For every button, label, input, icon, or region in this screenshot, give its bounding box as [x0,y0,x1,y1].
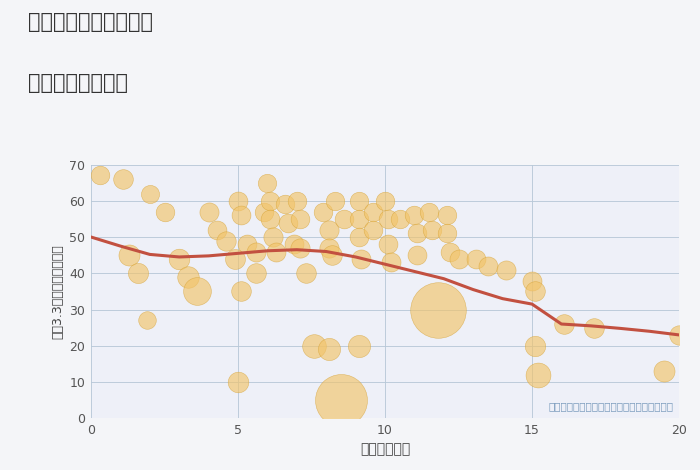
Y-axis label: 坪（3.3㎡）単価（万円）: 坪（3.3㎡）単価（万円） [51,244,64,339]
Point [335,396,346,404]
Point [382,241,393,248]
Point [330,197,341,204]
Point [265,197,276,204]
Point [267,233,279,241]
X-axis label: 駅距離（分）: 駅距離（分） [360,442,410,456]
Text: 愛知県安城市桜井町の: 愛知県安城市桜井町の [28,12,153,32]
Point [323,345,335,353]
Point [235,288,246,295]
Point [470,255,482,263]
Point [279,201,290,208]
Point [453,255,464,263]
Point [323,226,335,234]
Point [309,342,320,350]
Point [424,208,435,215]
Point [212,226,223,234]
Point [379,197,391,204]
Point [300,269,312,277]
Point [532,371,543,378]
Point [353,342,364,350]
Point [529,288,540,295]
Point [385,258,396,266]
Point [174,255,185,263]
Point [318,208,329,215]
Point [588,324,599,331]
Point [183,273,194,281]
Point [271,248,282,255]
Point [191,288,202,295]
Point [265,215,276,223]
Point [482,262,493,270]
Point [132,269,144,277]
Point [232,197,244,204]
Point [412,230,423,237]
Point [144,190,155,197]
Point [259,208,270,215]
Point [412,251,423,259]
Point [232,378,244,386]
Point [262,179,273,187]
Point [159,208,170,215]
Point [141,317,153,324]
Point [673,331,685,339]
Point [526,277,538,284]
Point [500,266,511,274]
Point [203,208,214,215]
Point [441,212,452,219]
Text: 駅距離別土地価格: 駅距離別土地価格 [28,73,128,93]
Point [118,175,129,183]
Text: 円の大きさは、取引のあった物件面積を示す: 円の大きさは、取引のあった物件面積を示す [548,401,673,411]
Point [394,215,405,223]
Point [326,251,337,259]
Point [353,197,364,204]
Point [353,215,364,223]
Point [441,230,452,237]
Point [220,237,232,244]
Point [241,241,253,248]
Point [338,215,349,223]
Point [294,244,305,251]
Point [235,212,246,219]
Point [323,244,335,251]
Point [368,208,379,215]
Point [94,172,106,179]
Point [382,215,393,223]
Point [659,368,670,375]
Point [288,241,300,248]
Point [356,255,367,263]
Point [291,197,302,204]
Point [250,248,261,255]
Point [353,233,364,241]
Point [409,212,420,219]
Point [444,248,455,255]
Point [426,226,438,234]
Point [230,255,241,263]
Point [433,306,444,313]
Point [124,251,135,259]
Point [368,226,379,234]
Point [250,269,261,277]
Point [294,215,305,223]
Point [282,219,293,226]
Point [559,320,570,328]
Point [529,342,540,350]
